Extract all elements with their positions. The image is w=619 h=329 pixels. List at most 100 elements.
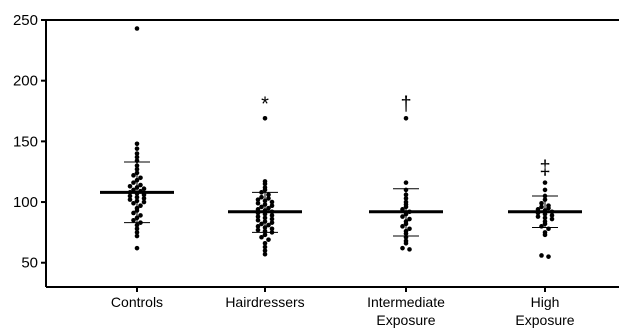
data-point <box>141 199 147 205</box>
data-point <box>262 181 268 187</box>
y-ticks: 50 100 150 200 250 <box>13 12 46 272</box>
data-point <box>134 154 140 160</box>
data-point <box>131 173 136 178</box>
data-point <box>131 180 136 185</box>
data-point <box>403 192 409 198</box>
data-point <box>262 225 268 230</box>
data-point <box>269 226 275 232</box>
data-point <box>262 241 268 246</box>
data-point <box>546 254 551 259</box>
data-point <box>549 213 555 218</box>
data-point <box>134 146 140 151</box>
group-hairdressers: * <box>228 93 302 257</box>
data-point <box>131 210 136 216</box>
data-point <box>262 219 268 224</box>
data-point <box>255 217 261 223</box>
data-point <box>134 233 140 239</box>
data-point <box>542 180 548 185</box>
data-point <box>266 237 271 242</box>
data-point <box>127 183 133 189</box>
data-point <box>138 213 143 218</box>
data-point <box>255 224 261 229</box>
x-category-label: Hairdressers <box>225 294 304 310</box>
data-point <box>134 151 140 156</box>
data-point <box>403 187 409 193</box>
data-point <box>134 185 140 190</box>
data-point <box>403 234 409 240</box>
data-point <box>542 193 548 199</box>
significance-marker: * <box>261 93 269 115</box>
data-point <box>134 226 140 232</box>
data-point <box>407 247 412 252</box>
y-tick-label: 50 <box>21 255 38 272</box>
data-point <box>131 200 136 206</box>
x-category-label-line2: Exposure <box>376 312 435 328</box>
data-point <box>134 26 140 31</box>
data-point <box>262 248 268 253</box>
data-point <box>138 182 143 188</box>
data-point <box>255 227 261 233</box>
data-point <box>127 197 133 202</box>
data-point <box>134 245 140 251</box>
data-point <box>403 196 409 201</box>
data-point <box>262 232 268 238</box>
group-high-exposure: ‡ <box>508 158 582 259</box>
data-point <box>269 199 275 205</box>
data-point <box>127 193 133 199</box>
data-point <box>262 202 268 207</box>
data-point <box>262 244 268 250</box>
data-point <box>255 197 261 202</box>
data-point <box>255 200 261 206</box>
data-point <box>403 116 409 121</box>
data-point <box>403 231 409 236</box>
x-category-labels: Controls Hairdressers Intermediate Exposure… <box>111 287 575 328</box>
data-point <box>269 203 275 208</box>
data-point <box>539 253 544 258</box>
data-point <box>134 158 140 164</box>
data-point <box>400 224 405 229</box>
data-point <box>134 177 140 183</box>
data-point <box>134 163 140 168</box>
x-category-label: Controls <box>111 294 163 310</box>
axes <box>45 19 619 288</box>
data-point <box>546 226 551 232</box>
x-category-label-line2: Exposure <box>515 312 574 328</box>
data-point <box>546 205 551 211</box>
data-point <box>134 215 140 221</box>
data-point <box>269 230 275 235</box>
data-point <box>269 213 275 218</box>
data-point <box>262 228 268 234</box>
data-point <box>134 222 140 228</box>
data-point <box>269 220 275 225</box>
data-point <box>542 232 548 238</box>
data-point <box>403 180 409 185</box>
data-point <box>259 234 264 240</box>
data-point <box>403 204 409 210</box>
data-point <box>134 141 140 147</box>
data-point <box>535 214 541 219</box>
data-point <box>542 187 548 193</box>
data-point <box>262 116 268 121</box>
data-point <box>266 205 271 211</box>
data-point <box>259 194 264 200</box>
data-point <box>262 198 268 204</box>
data-point <box>141 186 147 191</box>
data-point <box>141 196 147 201</box>
data-point <box>400 214 405 219</box>
data-point <box>138 220 143 225</box>
data-point <box>542 197 548 202</box>
x-category-label: High <box>531 294 560 310</box>
data-point <box>539 224 544 229</box>
data-groups: * † ‡ <box>100 26 582 259</box>
group-controls <box>100 26 174 251</box>
data-point <box>539 200 544 206</box>
data-point <box>262 251 268 257</box>
x-category-label: Intermediate <box>367 294 445 310</box>
data-point <box>269 216 275 222</box>
data-point <box>549 216 555 222</box>
data-point <box>266 192 271 198</box>
significance-marker: ‡ <box>539 158 550 180</box>
data-point <box>542 215 548 221</box>
y-tick-label: 200 <box>13 73 38 90</box>
